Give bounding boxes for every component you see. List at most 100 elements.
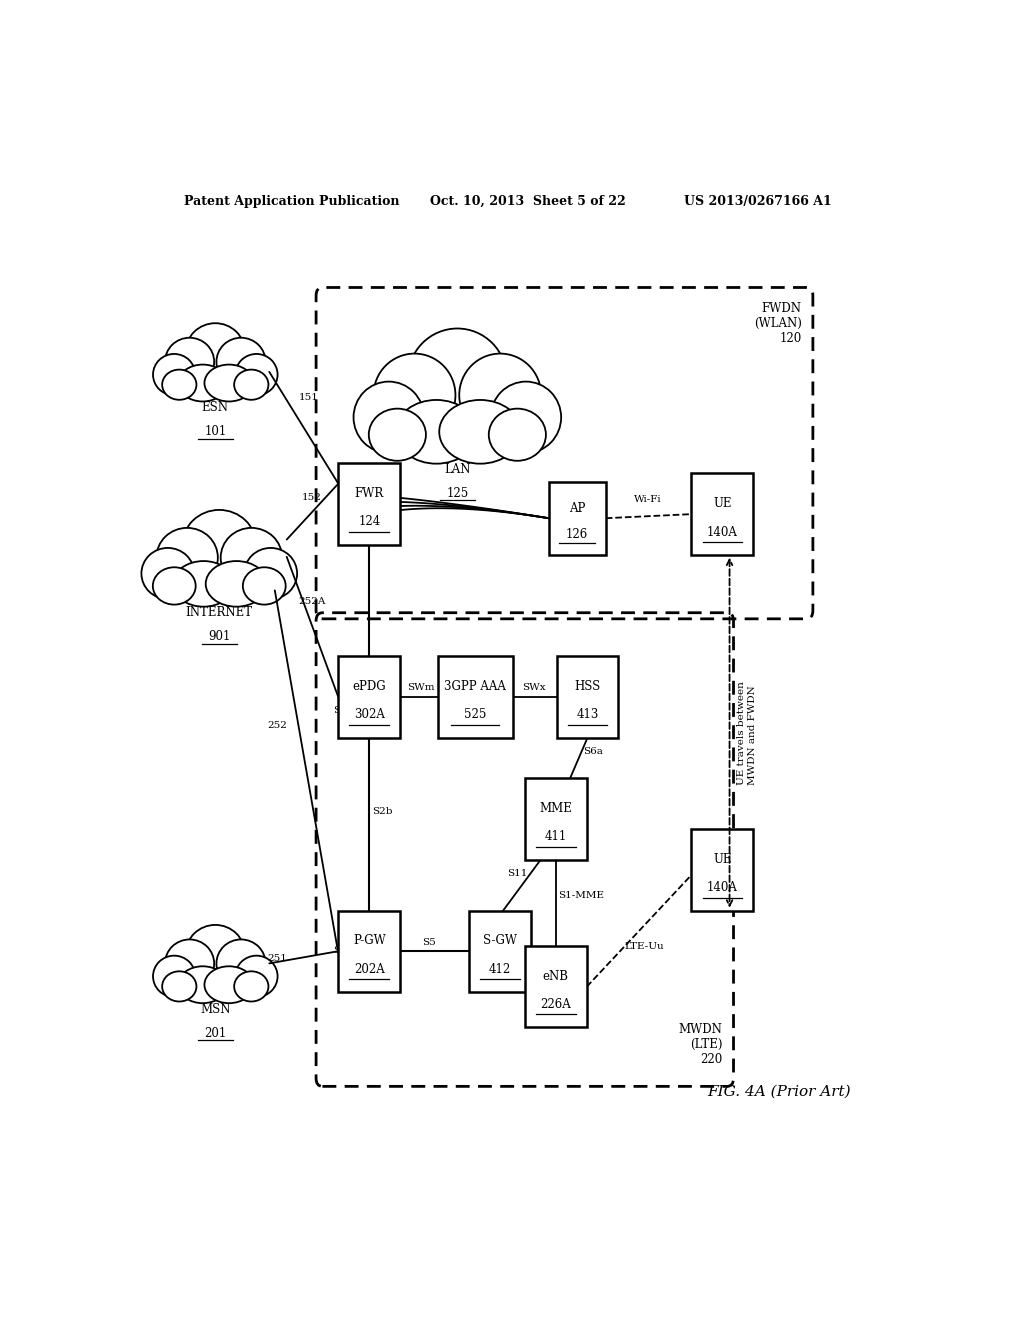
Text: UE: UE bbox=[713, 498, 732, 510]
Ellipse shape bbox=[243, 568, 286, 605]
Text: SWn: SWn bbox=[333, 706, 357, 715]
Ellipse shape bbox=[206, 561, 267, 607]
Ellipse shape bbox=[234, 370, 268, 400]
Bar bbox=[338, 463, 400, 545]
Text: INTERNET: INTERNET bbox=[185, 606, 253, 619]
Ellipse shape bbox=[395, 400, 477, 463]
Text: S2b: S2b bbox=[373, 807, 393, 816]
Text: P-GW: P-GW bbox=[353, 935, 386, 948]
Text: MME: MME bbox=[540, 803, 572, 814]
Ellipse shape bbox=[369, 409, 426, 461]
Ellipse shape bbox=[236, 956, 278, 997]
Text: 140A: 140A bbox=[707, 525, 738, 539]
Text: S11: S11 bbox=[507, 869, 527, 878]
Text: 412: 412 bbox=[489, 962, 511, 975]
Bar bbox=[549, 482, 606, 554]
Ellipse shape bbox=[488, 409, 546, 461]
Ellipse shape bbox=[205, 966, 254, 1003]
Text: 252: 252 bbox=[267, 721, 287, 730]
Ellipse shape bbox=[353, 381, 424, 453]
Text: 3GPP AAA: 3GPP AAA bbox=[444, 680, 506, 693]
Text: UE: UE bbox=[713, 853, 732, 866]
Text: SWx: SWx bbox=[521, 682, 545, 692]
Text: Oct. 10, 2013  Sheet 5 of 22: Oct. 10, 2013 Sheet 5 of 22 bbox=[430, 194, 626, 207]
Text: UE travels between
MWDN and FWDN: UE travels between MWDN and FWDN bbox=[737, 681, 757, 784]
Ellipse shape bbox=[459, 354, 541, 437]
Bar bbox=[437, 656, 513, 738]
Text: 125: 125 bbox=[446, 487, 468, 500]
Text: MSN: MSN bbox=[200, 1003, 230, 1015]
Text: SGi: SGi bbox=[333, 946, 351, 956]
Ellipse shape bbox=[216, 940, 265, 987]
Text: S1U: S1U bbox=[500, 972, 522, 981]
Ellipse shape bbox=[141, 548, 195, 599]
Ellipse shape bbox=[236, 354, 278, 395]
Text: 413: 413 bbox=[577, 709, 599, 722]
Text: 251: 251 bbox=[267, 954, 287, 964]
Ellipse shape bbox=[408, 329, 507, 429]
Text: 101: 101 bbox=[204, 425, 226, 438]
Ellipse shape bbox=[185, 323, 245, 381]
Text: LTE-Uu: LTE-Uu bbox=[625, 942, 665, 952]
Text: 152: 152 bbox=[302, 492, 322, 502]
Bar bbox=[691, 829, 754, 911]
Ellipse shape bbox=[165, 338, 214, 385]
Text: 201: 201 bbox=[204, 1027, 226, 1040]
Ellipse shape bbox=[221, 528, 283, 587]
Bar bbox=[557, 656, 618, 738]
Text: LAN: LAN bbox=[444, 463, 471, 475]
Ellipse shape bbox=[162, 370, 197, 400]
Text: 302A: 302A bbox=[354, 709, 385, 722]
Ellipse shape bbox=[153, 956, 196, 997]
Text: 226A: 226A bbox=[541, 998, 571, 1011]
Text: S-GW: S-GW bbox=[483, 935, 517, 948]
Ellipse shape bbox=[157, 528, 218, 587]
Bar bbox=[338, 656, 400, 738]
Bar bbox=[524, 946, 587, 1027]
Text: ePDG: ePDG bbox=[352, 680, 386, 693]
Ellipse shape bbox=[178, 966, 227, 1003]
Text: S5: S5 bbox=[422, 939, 435, 946]
Bar bbox=[469, 911, 531, 991]
Bar bbox=[338, 911, 400, 991]
Ellipse shape bbox=[185, 925, 245, 983]
Text: FIG. 4A (Prior Art): FIG. 4A (Prior Art) bbox=[707, 1085, 851, 1098]
Ellipse shape bbox=[374, 354, 456, 437]
Text: Patent Application Publication: Patent Application Publication bbox=[183, 194, 399, 207]
Ellipse shape bbox=[178, 364, 227, 401]
Text: S6a: S6a bbox=[583, 747, 602, 756]
Ellipse shape bbox=[439, 400, 521, 463]
Text: MWDN
(LTE)
220: MWDN (LTE) 220 bbox=[679, 1023, 722, 1067]
Ellipse shape bbox=[490, 381, 561, 453]
Text: 252A: 252A bbox=[298, 597, 326, 606]
Text: 151: 151 bbox=[299, 393, 318, 403]
Ellipse shape bbox=[182, 510, 256, 582]
Ellipse shape bbox=[162, 972, 197, 1002]
Ellipse shape bbox=[173, 561, 234, 607]
Text: 525: 525 bbox=[464, 709, 486, 722]
Text: FWR: FWR bbox=[354, 487, 384, 500]
Ellipse shape bbox=[165, 940, 214, 987]
Text: eNB: eNB bbox=[543, 970, 568, 982]
Text: 411: 411 bbox=[545, 830, 567, 843]
Ellipse shape bbox=[216, 338, 265, 385]
Text: 202A: 202A bbox=[354, 962, 385, 975]
Text: S1-MME: S1-MME bbox=[558, 891, 604, 900]
Ellipse shape bbox=[153, 568, 196, 605]
Text: ESN: ESN bbox=[202, 401, 228, 414]
Text: FWDN
(WLAN)
120: FWDN (WLAN) 120 bbox=[754, 302, 802, 345]
Ellipse shape bbox=[205, 364, 254, 401]
Text: 140A: 140A bbox=[707, 882, 738, 894]
Text: SWm: SWm bbox=[408, 682, 435, 692]
Ellipse shape bbox=[234, 972, 268, 1002]
Bar bbox=[524, 779, 587, 859]
Text: 126: 126 bbox=[566, 528, 589, 541]
Text: US 2013/0267166 A1: US 2013/0267166 A1 bbox=[684, 194, 831, 207]
Text: 901: 901 bbox=[208, 631, 230, 643]
Text: AP: AP bbox=[569, 502, 586, 515]
Ellipse shape bbox=[245, 548, 297, 599]
Bar bbox=[691, 474, 754, 554]
Text: Wi-Fi: Wi-Fi bbox=[634, 495, 662, 504]
Text: HSS: HSS bbox=[574, 680, 601, 693]
Ellipse shape bbox=[153, 354, 196, 395]
